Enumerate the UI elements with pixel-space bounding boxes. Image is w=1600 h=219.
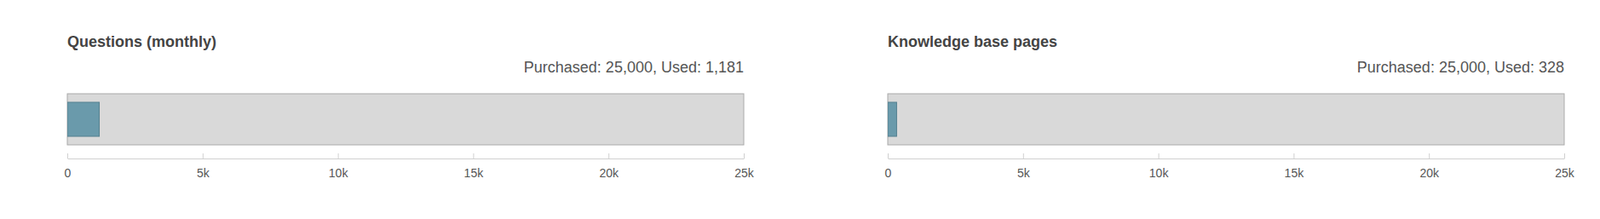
chart: Knowledge base pages Purchased: 25,000, U… xyxy=(885,33,1576,180)
tick-mark xyxy=(1293,153,1295,159)
tick-label: 10k xyxy=(328,166,350,180)
tick-mark xyxy=(1158,153,1160,159)
tick-label: 10k xyxy=(1149,166,1170,180)
tick-mark xyxy=(887,153,889,159)
bars xyxy=(887,102,897,137)
axis-line xyxy=(68,158,745,160)
tick-mark xyxy=(67,153,69,159)
chart-subtitle: Purchased: 25,000, Used: 328 xyxy=(1357,58,1565,76)
tick: 10k xyxy=(328,153,350,180)
tick-label: 25k xyxy=(734,166,755,180)
tick: 5k xyxy=(1017,153,1031,180)
chart-title: Questions (monthly) xyxy=(67,33,217,51)
axis-line xyxy=(888,158,1566,160)
tick-label: 5k xyxy=(196,166,211,180)
tick: 15k xyxy=(1284,153,1306,180)
tick-label: 15k xyxy=(464,166,485,180)
tick-mark xyxy=(1564,153,1566,159)
chart-title: Knowledge base pages xyxy=(887,33,1058,51)
tick: 5k xyxy=(196,153,211,180)
tick-mark xyxy=(1428,153,1430,159)
tick-label: 0 xyxy=(885,166,893,180)
x-axis: 0 5k 10k 15k 20k 25k xyxy=(885,153,1576,180)
plot-background xyxy=(887,93,1565,145)
chart: Questions (monthly) Purchased: 25,000, Us… xyxy=(64,33,755,180)
tick-mark xyxy=(1023,153,1025,159)
tick: 10k xyxy=(1149,153,1170,180)
chart-page: Questions (monthly) Purchased: 25,000, Us… xyxy=(0,0,1600,219)
tick-label: 5k xyxy=(1017,166,1031,180)
tick-mark xyxy=(743,153,745,159)
bar xyxy=(887,102,897,137)
tick: 15k xyxy=(464,153,485,180)
plot-background xyxy=(67,93,744,145)
tick: 25k xyxy=(734,153,755,180)
tick: 25k xyxy=(1554,153,1576,180)
chart-subtitle: Purchased: 25,000, Used: 1,181 xyxy=(523,58,744,76)
bar xyxy=(67,102,100,137)
tick-label: 25k xyxy=(1554,166,1576,180)
tick-mark xyxy=(472,153,474,159)
x-axis: 0 5k 10k 15k 20k 25k xyxy=(64,153,755,180)
tick-label: 15k xyxy=(1284,166,1306,180)
tick: 0 xyxy=(64,153,72,180)
tick: 0 xyxy=(885,153,893,180)
tick: 20k xyxy=(598,153,620,180)
tick-mark xyxy=(338,153,340,159)
tick-label: 20k xyxy=(1419,166,1440,180)
tick-mark xyxy=(608,153,610,159)
tick: 20k xyxy=(1419,153,1440,180)
bars xyxy=(67,102,100,137)
tick-mark xyxy=(202,153,204,159)
tick-label: 0 xyxy=(64,166,72,180)
tick-label: 20k xyxy=(598,166,620,180)
